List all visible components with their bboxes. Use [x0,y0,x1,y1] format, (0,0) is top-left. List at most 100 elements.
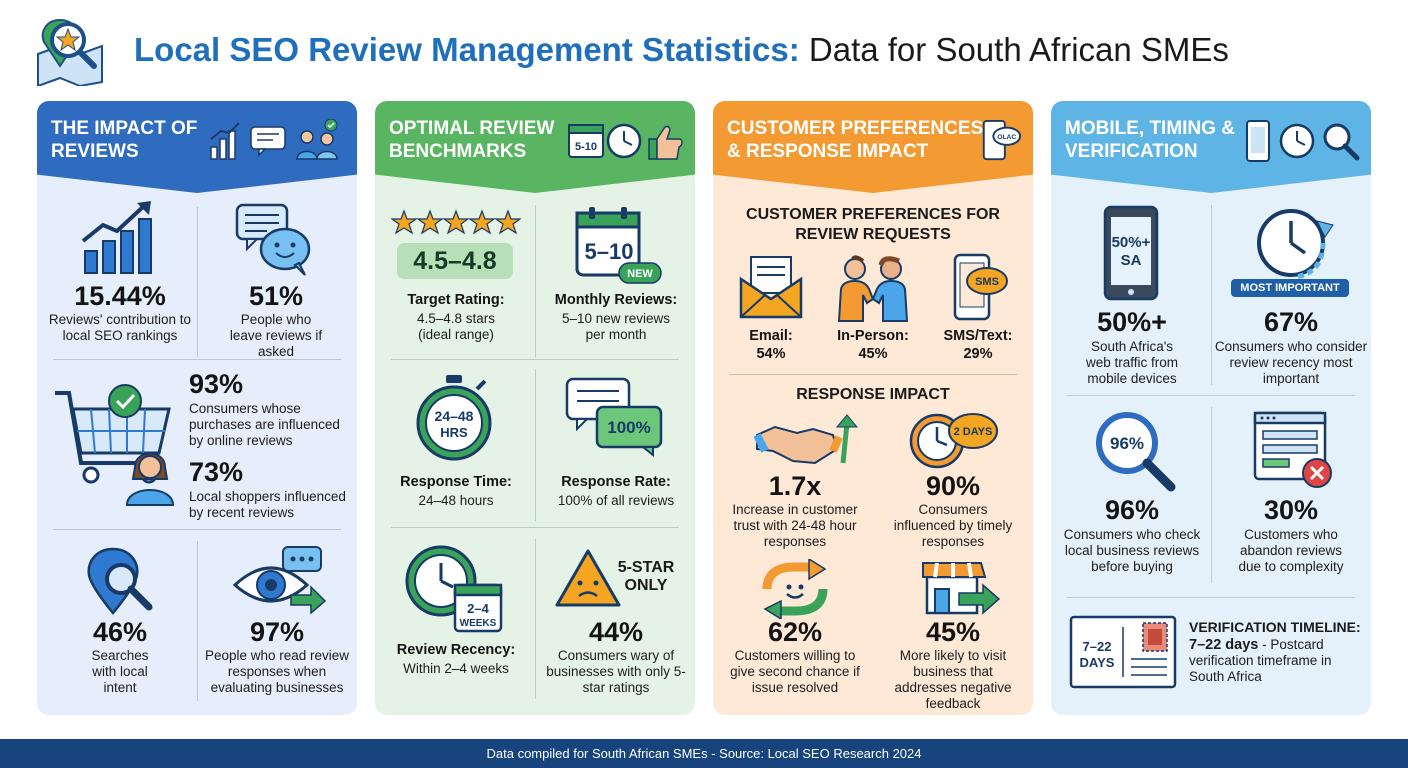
verification-text: 7–22 days - Postcard verification timefr… [1189,637,1367,685]
clock-refresh-icon [1279,123,1315,159]
subtitle-response-impact: Response Impact [796,386,950,403]
header-icons [1246,120,1360,162]
stat-label: Reviews' contribution to local SEO ranki… [48,312,192,343]
most-important-badge: MOST IMPORTANT [1231,279,1349,297]
users-check-icon [296,119,338,160]
handshake-arrow-icon [753,414,859,465]
stat-card: 93% Consumers whose purchases are influe… [189,369,357,449]
preference-value: 29% [963,346,993,362]
stat-card: Monthly Reviews: 5–10 new reviews per mo… [539,291,693,343]
stat-label: Consumers whose purchases are influenced… [189,401,340,448]
impact-label: Customers willing to give second chance … [730,648,860,695]
panel-header: The Impact of Reviews [37,101,357,193]
svg-text:OLAC: OLAC [997,134,1016,141]
stat-label: Within 2–4 weeks [403,661,509,676]
stat-card: 73% Local shoppers influenced by recent … [189,457,357,521]
impact-label: Increase in customer trust with 24-48 ho… [732,502,858,549]
stat-value: 93% [189,369,244,399]
chat-bubbles-icon: 100% [565,377,663,457]
five-stars-icon [391,209,521,235]
page-header: Local SEO Review Management Statistics: … [0,0,1408,96]
stat-value: 96% [1104,495,1160,525]
stat-card: Target Rating: 4.5–4.8 stars (ideal rang… [379,291,533,343]
warning-triangle-icon [555,549,621,607]
impact-card: 1.7x Increase in customer trust with 24-… [717,471,873,550]
thumbs-up-icon [648,125,683,160]
panel-optimal-review-benchmarks: Optimal Review Benchmarks 5-10 [375,101,695,715]
preference-value: 54% [756,346,786,362]
stat-value: 50%+ [1097,307,1167,337]
page-title: Local SEO Review Management Statistics: … [134,28,1229,72]
panel-title: Optimal Review Benchmarks [389,118,555,162]
stat-value: 44% [588,617,644,647]
new-badge: NEW [627,268,653,280]
stat-value: 30% [1263,495,1319,525]
stat-label: People who read review responses when ev… [204,648,350,695]
stat-card: 15.44% Reviews' contribution to local SE… [45,281,195,344]
divider [53,529,341,530]
postcard-icon: 7–22 DAYS [1069,615,1177,689]
stat-label: 100% of all reviews [557,493,675,508]
divider [1067,395,1355,396]
stat-card: 67% Consumers who consider review recenc… [1213,307,1369,387]
svg-text:24–48: 24–48 [435,408,474,424]
impact-value: 90% [925,471,981,501]
clock-calendar-icon: 2–4 WEEKS [405,545,503,633]
stat-card: Response Time: 24–48 hours [379,473,533,509]
stat-title: Response Time: [400,474,512,490]
smartphone-icon [1246,120,1270,162]
bar-chart-growth-icon [81,201,152,274]
handshake-people-icon [837,255,909,322]
divider [197,207,198,357]
divider [197,541,198,701]
clock-icon [606,123,642,159]
panel-title: Mobile, Timing & Verification [1065,118,1235,162]
stat-label: Local shoppers influenced by recent revi… [189,489,346,520]
divider [391,527,679,528]
preference-label: Email: [749,328,793,344]
stat-label: South Africa's web traffic from mobile d… [1085,339,1179,386]
impact-label: Consumers influenced by timely responses [893,502,1013,549]
stat-label: Searches with local intent [91,648,149,695]
shopper-avatar-icon [125,452,175,506]
panel-customer-preferences: Customer Preferences & Response Impact O… [713,101,1033,715]
stat-label: 5–10 new reviews per month [561,311,671,342]
preference-card: SMS/Text: 29% [925,327,1031,363]
divider [53,359,341,360]
preference-label: SMS/Text: [943,328,1013,344]
preference-card: In-Person: 45% [823,327,923,363]
svg-text:SMS: SMS [975,276,999,288]
stopwatch-icon: 24–48 HRS [416,375,492,461]
svg-text:2 DAYS: 2 DAYS [954,426,993,438]
impact-card: 90% Consumers influenced by timely respo… [875,471,1031,550]
divider [1211,205,1212,385]
verification-days: 7–22 days [1189,637,1259,653]
svg-text:WEEKS: WEEKS [460,618,497,629]
impact-value: 45% [925,617,981,647]
svg-text:96%: 96% [1110,434,1144,453]
cycle-smile-icon [762,559,828,619]
svg-text:HRS: HRS [440,425,468,440]
calendar-text: 5-10 [575,141,597,153]
five-star-only-label: 5-STAR ONLY [617,559,675,594]
panel-title: The Impact of Reviews [51,118,198,162]
divider [535,539,536,699]
location-search-icon [87,547,153,615]
chat-icon [250,126,286,157]
page-title-bold: Local SEO Review Management Statistics: [134,31,800,68]
stat-card: 50%+ South Africa's web traffic from mob… [1055,307,1209,387]
storefront-icon [922,562,1001,615]
divider [535,205,536,357]
stat-value: 67% [1263,307,1319,337]
stat-card: Response Rate: 100% of all reviews [539,473,693,509]
subtitle-preferences: Customer Preferences for Review Requests [746,206,1000,243]
footer-source: Data compiled for South African SMEs - S… [0,739,1408,768]
stat-label: Consumers wary of businesses with only 5… [546,648,686,695]
panel-mobile-timing-verification: Mobile, Timing & Verification 50%+ SA [1051,101,1371,715]
svg-text:DAYS: DAYS [1080,655,1115,670]
smartphone-icon: 50%+ SA [1103,205,1159,301]
stat-card: 46% Searches with local intent [45,617,195,696]
stat-value: 73% [189,457,244,487]
stat-label: 4.5–4.8 stars (ideal range) [416,311,496,342]
eye-chat-icon [232,546,327,615]
